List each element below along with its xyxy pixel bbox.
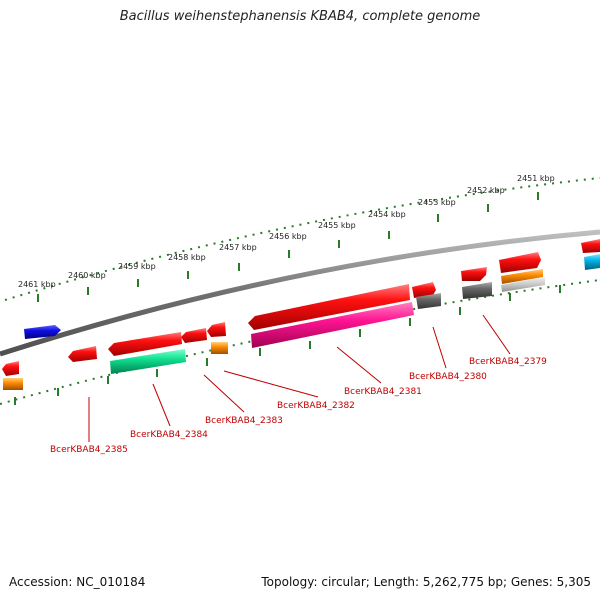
map-title: Bacillus weihenstephanensis KBAB4, compl… [119, 9, 481, 24]
tick-label: 2459 kbp [118, 262, 156, 271]
gene-box[interactable] [501, 277, 545, 292]
gene-label: BcerKBAB4_2381 [344, 387, 422, 397]
gene-arrow[interactable] [2, 361, 19, 376]
gene-label: BcerKBAB4_2379 [469, 357, 547, 367]
gene-arrow[interactable] [207, 322, 226, 337]
inner-tick-track [0, 279, 600, 405]
genome-backbone [0, 229, 600, 357]
gene-box[interactable] [251, 302, 414, 348]
reverse-strand [2, 254, 600, 390]
tick-label: 2451 kbp [517, 174, 555, 183]
gene-box[interactable] [501, 269, 543, 284]
gene-arrow[interactable] [181, 328, 207, 343]
tick-label: 2455 kbp [318, 221, 356, 230]
gene-box[interactable] [3, 378, 23, 390]
tick-label: 2452 kbp [467, 186, 505, 195]
forward-strand [24, 239, 600, 339]
gene-box[interactable] [211, 342, 228, 354]
tick-label: 2456 kbp [269, 232, 307, 241]
summary-text: Topology: circular; Length: 5,262,775 bp… [261, 575, 591, 589]
gene-label: BcerKBAB4_2380 [409, 372, 487, 382]
gene-arrow[interactable] [108, 332, 182, 356]
gene-arrow[interactable] [581, 239, 600, 253]
gene-label: BcerKBAB4_2382 [277, 401, 355, 411]
tick-label: 2461 kbp [18, 280, 56, 289]
gene-label: BcerKBAB4_2385 [50, 445, 128, 455]
major-ticks [14, 192, 561, 405]
accession-text: Accession: NC_010184 [9, 575, 146, 589]
gene-label: BcerKBAB4_2383 [205, 416, 283, 426]
gene-box[interactable] [462, 282, 492, 299]
tick-label: 2458 kbp [168, 253, 206, 262]
label-leaders [88, 314, 511, 442]
outer-tick-track [4, 177, 600, 301]
tick-label: 2460 kbp [68, 271, 106, 280]
gene-arrow[interactable] [499, 252, 541, 273]
gene-arrow[interactable] [24, 325, 61, 339]
gene-arrow[interactable] [68, 346, 97, 362]
tick-label: 2453 kbp [418, 198, 456, 207]
gene-arrow[interactable] [412, 282, 436, 298]
gene-box[interactable] [416, 293, 441, 309]
gene-arrow[interactable] [461, 267, 487, 281]
tick-label: 2454 kbp [368, 210, 406, 219]
gene-label: BcerKBAB4_2384 [130, 430, 208, 440]
gene-box[interactable] [584, 254, 600, 270]
tick-label: 2457 kbp [219, 243, 257, 252]
gene-box[interactable] [110, 349, 186, 374]
gene-arrow[interactable] [248, 284, 410, 330]
